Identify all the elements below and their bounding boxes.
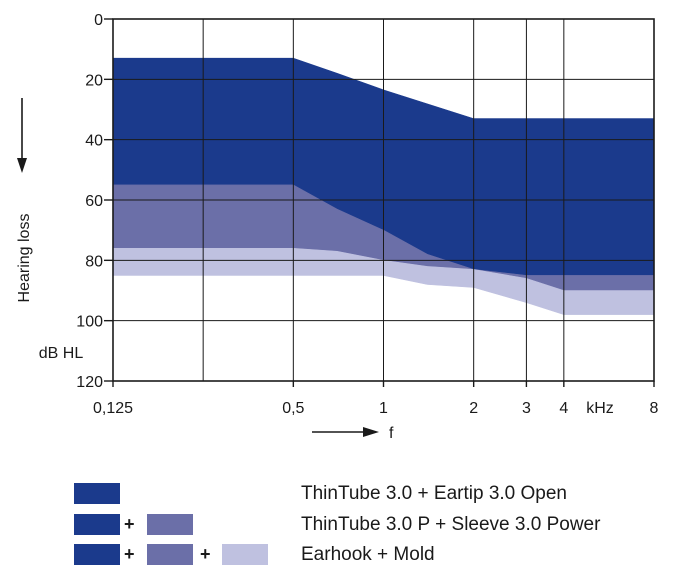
x-tick-label: 2: [469, 400, 478, 417]
grid-lines: [113, 19, 654, 381]
legend-swatch-dark: [74, 483, 120, 504]
x-tick-label: 0,5: [282, 400, 304, 417]
x-tick-label: 8: [650, 400, 659, 417]
x-tick-label: 4: [559, 400, 568, 417]
legend-plus: +: [124, 514, 135, 534]
legend-swatch-medium: [147, 514, 193, 535]
x-axis-label: f: [389, 425, 394, 442]
legend-plus: +: [200, 544, 211, 564]
legend-swatch-light: [222, 544, 268, 565]
legend-swatch-dark: [74, 514, 120, 535]
hearing-loss-chart: 0 20 40 60 80 100 120 0,125 0,5 1 2 3 4 8 Hearing lo…: [16, 12, 659, 442]
y-axis-unit: dB HL: [39, 345, 84, 362]
y-tick-label: 0: [94, 12, 103, 29]
legend-label-3: Earhook + Mold: [301, 544, 435, 565]
legend-label-1: ThinTube 3.0 + Eartip 3.0 Open: [301, 483, 567, 504]
y-tick-label: 100: [76, 314, 103, 331]
x-tick-label: 3: [522, 400, 531, 417]
x-axis-ticks: 0,125 0,5 1 2 3 4 8: [93, 381, 659, 417]
legend-swatch-medium: [147, 544, 193, 565]
y-axis-ticks: 0 20 40 60 80 100 120: [76, 12, 113, 391]
legend-swatch-dark: [74, 544, 120, 565]
x-tick-label: 1: [379, 400, 388, 417]
y-tick-label: 120: [76, 374, 103, 391]
y-tick-label: 80: [85, 253, 103, 270]
y-tick-label: 60: [85, 193, 103, 210]
x-axis-arrow: [312, 427, 379, 437]
legend-plus: +: [124, 544, 135, 564]
x-tick-label: 0,125: [93, 400, 133, 417]
y-axis-label: Hearing loss: [16, 214, 33, 303]
legend-label-2: ThinTube 3.0 P + Sleeve 3.0 Power: [301, 514, 601, 535]
y-axis-arrow: [17, 98, 27, 173]
y-tick-label: 20: [85, 72, 103, 89]
y-tick-label: 40: [85, 133, 103, 150]
x-axis-unit: kHz: [586, 400, 614, 417]
